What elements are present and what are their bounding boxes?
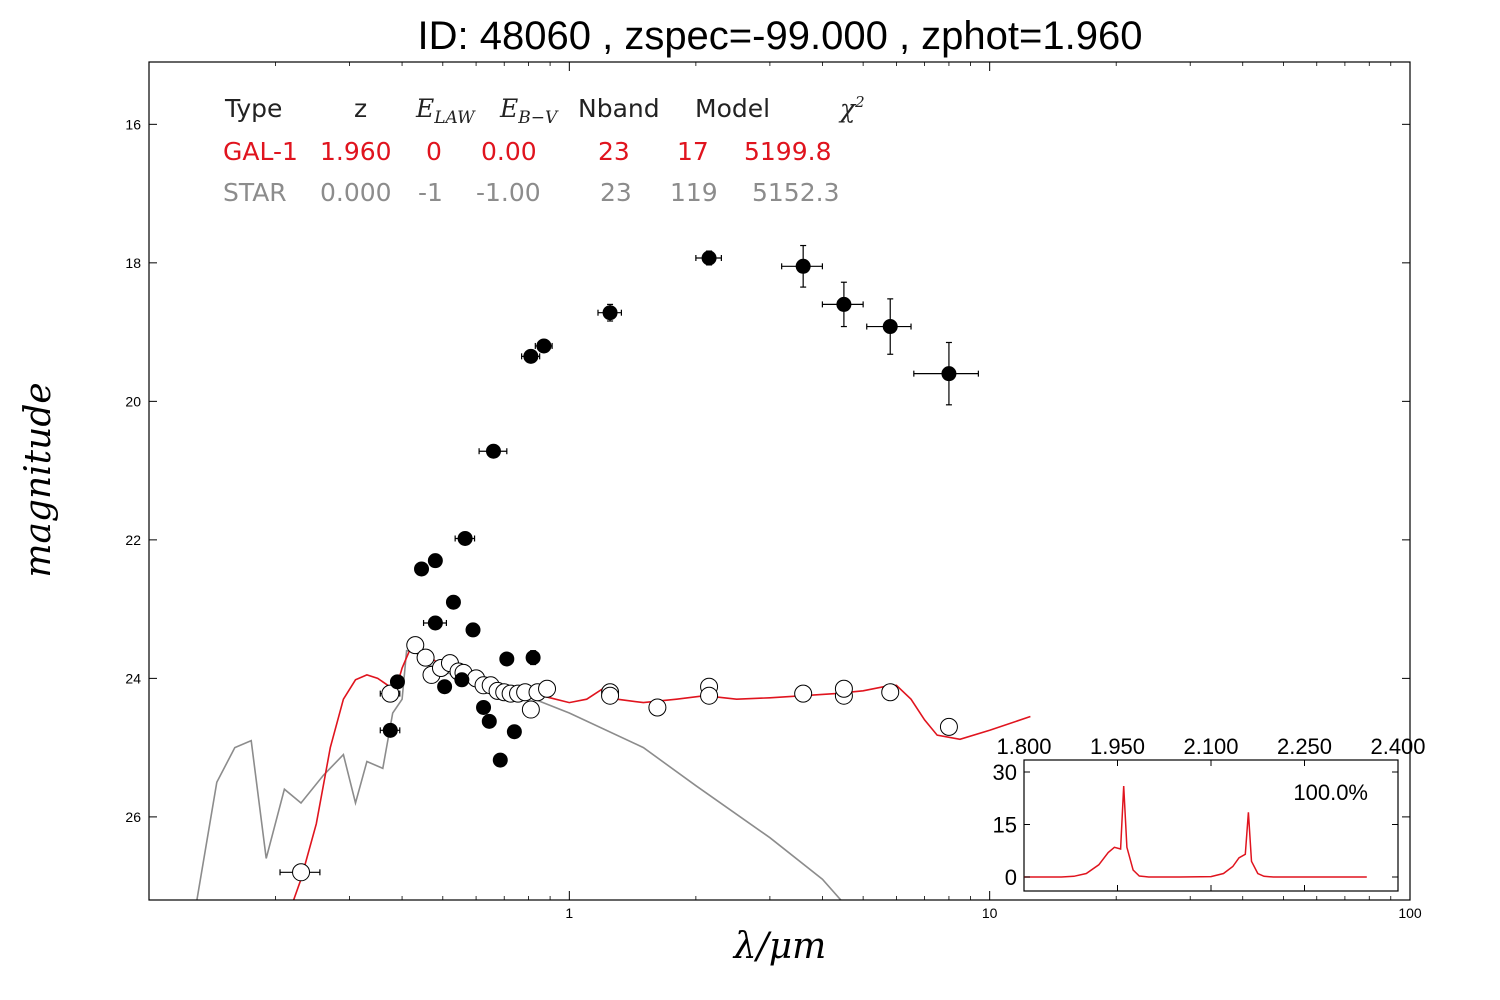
main-plot-frame	[148, 61, 1411, 901]
legend-cell: 0	[426, 137, 442, 166]
model-point	[406, 636, 425, 655]
legend-cell: -1	[418, 178, 443, 207]
observed-point	[476, 699, 492, 715]
model-point	[881, 683, 900, 702]
inset-x-tick-label: 2.250	[1277, 734, 1332, 759]
x-tick-label: 100	[1398, 905, 1422, 921]
observed-point	[941, 366, 957, 382]
legend-cell: 5199.8	[744, 137, 831, 166]
x-tick-label: 1	[565, 905, 573, 921]
pdz-inset: 1.800 1.950 2.100 2.250 2.400 0 15 30 100.0%	[993, 734, 1426, 892]
inset-x-tick-label: 2.400	[1370, 734, 1425, 759]
observed-point	[701, 250, 717, 266]
legend-cell: GAL-1	[223, 137, 298, 166]
legend-header-model: Model	[695, 94, 770, 123]
legend-header-elaw: ELAW	[415, 94, 476, 128]
y-tick-label: 20	[125, 393, 141, 409]
model-point	[648, 698, 667, 717]
pdz-curve	[1024, 785, 1367, 878]
model-point	[601, 686, 620, 705]
fit-legend: Type z ELAW EB−V Nband Model χ2 GAL-1 1.9…	[223, 93, 865, 207]
y-tick-label: 24	[125, 670, 141, 686]
legend-cell: 119	[670, 178, 718, 207]
y-tick-label: 26	[125, 809, 141, 825]
model-point	[794, 684, 813, 703]
observed-point	[485, 443, 501, 459]
observed-point	[427, 553, 443, 569]
observed-point	[795, 258, 811, 274]
inset-x-tick-label: 1.950	[1090, 734, 1145, 759]
inset-x-tick-label: 2.100	[1183, 734, 1238, 759]
observed-point	[427, 615, 443, 631]
model-point	[521, 700, 540, 719]
star-sed-curve	[196, 649, 842, 900]
legend-cell: STAR	[223, 178, 287, 207]
observed-point	[602, 305, 618, 321]
chart-title: ID: 48060 , zspec=-99.000 , zphot=1.960	[417, 14, 1143, 58]
model-point	[416, 648, 435, 667]
y-tick-label: 18	[125, 255, 141, 271]
model-point	[834, 679, 853, 698]
inset-probability-label: 100.0%	[1293, 780, 1368, 805]
model-point	[381, 684, 400, 703]
legend-cell: 23	[598, 137, 630, 166]
y-axis-title: magnitude	[18, 382, 59, 577]
inset-x-tick-label: 1.800	[996, 734, 1051, 759]
observed-point	[465, 622, 481, 638]
legend-header-ebv: EB−V	[499, 94, 559, 128]
observed-point	[457, 530, 473, 546]
observed-point	[445, 594, 461, 610]
observed-point	[437, 679, 453, 695]
legend-cell: 23	[600, 178, 632, 207]
legend-cell: 0.000	[320, 178, 392, 207]
legend-cell: 1.960	[320, 137, 392, 166]
legend-header-nband: Nband	[578, 94, 660, 123]
inset-y-tick-label: 30	[993, 760, 1017, 785]
model-point	[538, 679, 557, 698]
observed-point	[481, 713, 497, 729]
observed-point	[499, 651, 515, 667]
inset-frame	[1023, 759, 1399, 892]
legend-cell: 17	[677, 137, 709, 166]
legend-header-type: Type	[224, 94, 282, 123]
observed-point	[414, 561, 430, 577]
observed-point	[523, 348, 539, 364]
inset-y-tick-label: 0	[1005, 865, 1017, 890]
legend-cell: -1.00	[476, 178, 541, 207]
x-tick-label: 10	[982, 905, 998, 921]
legend-cell: 0.00	[481, 137, 537, 166]
observed-point	[389, 674, 405, 690]
observed-point	[836, 296, 852, 312]
observed-point	[525, 650, 541, 666]
model-point	[700, 686, 719, 705]
observed-point	[454, 672, 470, 688]
inset-y-tick-label: 15	[993, 813, 1017, 838]
legend-header-chi2: χ2	[838, 93, 865, 123]
observed-point	[382, 722, 398, 738]
y-tick-label: 22	[125, 532, 141, 548]
model-point	[939, 717, 958, 736]
observed-point	[882, 319, 898, 335]
model-point	[292, 863, 311, 882]
legend-cell: 5152.3	[752, 178, 839, 207]
observed-point	[492, 752, 508, 768]
x-axis-title: λ/μm	[732, 926, 826, 967]
observed-point	[506, 724, 522, 740]
y-tick-label: 16	[125, 116, 141, 132]
observed-point	[536, 338, 552, 354]
legend-header-z: z	[354, 94, 367, 123]
